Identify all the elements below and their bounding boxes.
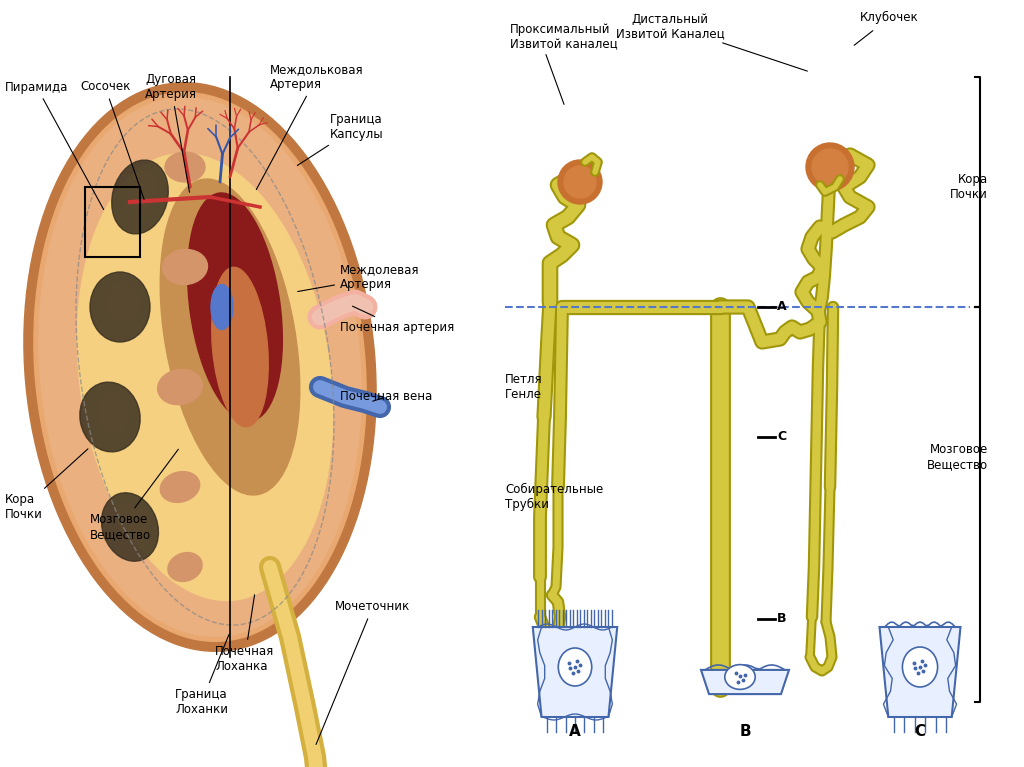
Text: Сосочек: Сосочек — [80, 81, 144, 199]
Ellipse shape — [161, 472, 200, 502]
Ellipse shape — [80, 382, 140, 452]
Text: Междолевая
Артерия: Междолевая Артерия — [298, 263, 420, 291]
Text: Кора
Почки: Кора Почки — [950, 173, 988, 201]
Ellipse shape — [78, 153, 333, 601]
Ellipse shape — [160, 179, 300, 495]
Text: A: A — [569, 725, 581, 739]
Ellipse shape — [212, 267, 268, 426]
Ellipse shape — [211, 285, 233, 330]
Text: Мочеточник: Мочеточник — [316, 601, 411, 745]
Bar — [85, 187, 140, 257]
Text: C: C — [914, 725, 926, 739]
Ellipse shape — [165, 152, 205, 182]
Text: Почечная вена: Почечная вена — [340, 390, 432, 403]
Ellipse shape — [158, 370, 203, 405]
Ellipse shape — [39, 97, 361, 637]
Ellipse shape — [725, 665, 756, 690]
Text: Собирательные
Трубки: Собирательные Трубки — [505, 483, 603, 511]
Ellipse shape — [168, 552, 202, 581]
Ellipse shape — [129, 172, 158, 212]
Ellipse shape — [558, 648, 592, 686]
Ellipse shape — [108, 283, 138, 321]
Polygon shape — [701, 670, 790, 694]
Text: Проксимальный
Извитой каналец: Проксимальный Извитой каналец — [510, 23, 617, 51]
Polygon shape — [532, 627, 617, 717]
Text: B: B — [739, 725, 751, 739]
Circle shape — [806, 143, 854, 191]
Text: C: C — [777, 430, 786, 443]
Polygon shape — [880, 627, 961, 717]
Text: Пирамида: Пирамида — [5, 81, 103, 209]
Ellipse shape — [34, 93, 367, 641]
Text: Граница
Лоханки: Граница Лоханки — [175, 634, 229, 716]
Text: Мозговое
Вещество: Мозговое Вещество — [90, 449, 178, 541]
Ellipse shape — [112, 160, 168, 234]
Circle shape — [558, 160, 602, 204]
Ellipse shape — [902, 647, 938, 687]
Text: Мозговое
Вещество: Мозговое Вещество — [927, 443, 988, 471]
Text: Почечная артерия: Почечная артерия — [340, 306, 455, 334]
Circle shape — [564, 166, 596, 198]
Text: Кора
Почки: Кора Почки — [5, 449, 88, 521]
Text: Петля
Генле: Петля Генле — [505, 373, 543, 401]
Ellipse shape — [101, 492, 159, 561]
Ellipse shape — [187, 193, 283, 421]
Text: Граница
Капсулы: Граница Капсулы — [297, 113, 384, 166]
Text: Междольковая
Артерия: Междольковая Артерия — [256, 63, 364, 189]
Text: Почечная
Лоханка: Почечная Лоханка — [215, 594, 274, 673]
Text: Клубочек: Клубочек — [860, 11, 919, 24]
Text: A: A — [777, 301, 786, 314]
Text: B: B — [777, 613, 786, 626]
Ellipse shape — [119, 503, 147, 541]
Ellipse shape — [90, 272, 150, 342]
Ellipse shape — [24, 83, 376, 651]
Circle shape — [812, 149, 848, 185]
Ellipse shape — [163, 249, 208, 285]
Text: Дистальный
Извитой Каналец: Дистальный Извитой Каналец — [615, 13, 724, 41]
Ellipse shape — [98, 393, 128, 431]
Text: Дуговая
Артерия: Дуговая Артерия — [145, 73, 197, 193]
